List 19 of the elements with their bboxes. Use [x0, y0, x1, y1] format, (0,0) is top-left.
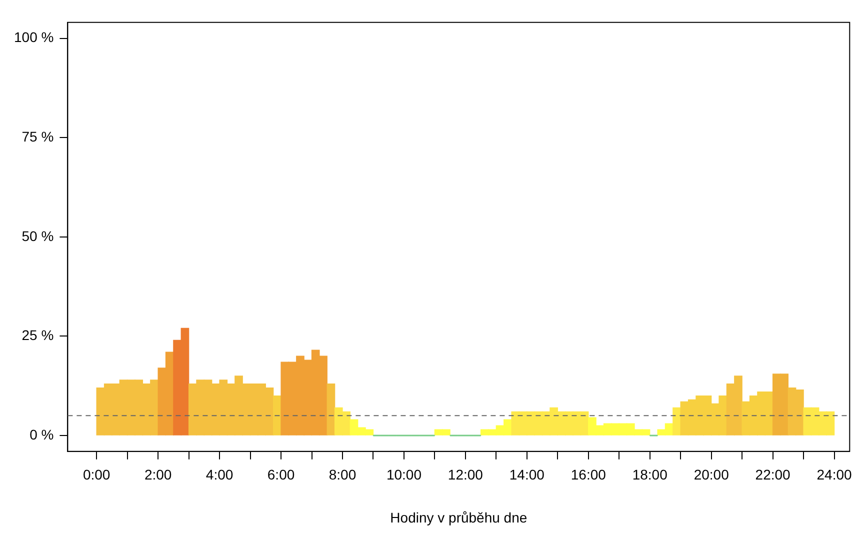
x-tick-label: 16:00 [570, 466, 606, 483]
y-tick-label: 0 % [30, 426, 54, 442]
y-tick-label: 75 % [22, 128, 54, 144]
x-tick-label: 18:00 [632, 466, 668, 483]
x-tick-label: 14:00 [509, 466, 545, 483]
y-tick-label: 50 % [22, 228, 54, 244]
y-tick-label: 25 % [22, 327, 54, 344]
x-tick-label: 20:00 [694, 466, 730, 483]
x-tick-label: 8:00 [328, 466, 356, 483]
x-tick-label: 12:00 [448, 466, 484, 483]
x-axis-title: Hodiny v průběhu dne [390, 509, 528, 526]
y-tick-label: 100 % [14, 29, 54, 46]
x-tick-label: 10:00 [386, 466, 422, 483]
x-tick-label: 6:00 [267, 466, 295, 483]
x-tick-label: 22:00 [755, 466, 791, 483]
x-tick-label: 24:00 [816, 466, 852, 483]
x-tick-label: 2:00 [144, 466, 172, 483]
x-tick-label: 0:00 [82, 466, 110, 483]
x-tick-label: 4:00 [206, 466, 234, 483]
